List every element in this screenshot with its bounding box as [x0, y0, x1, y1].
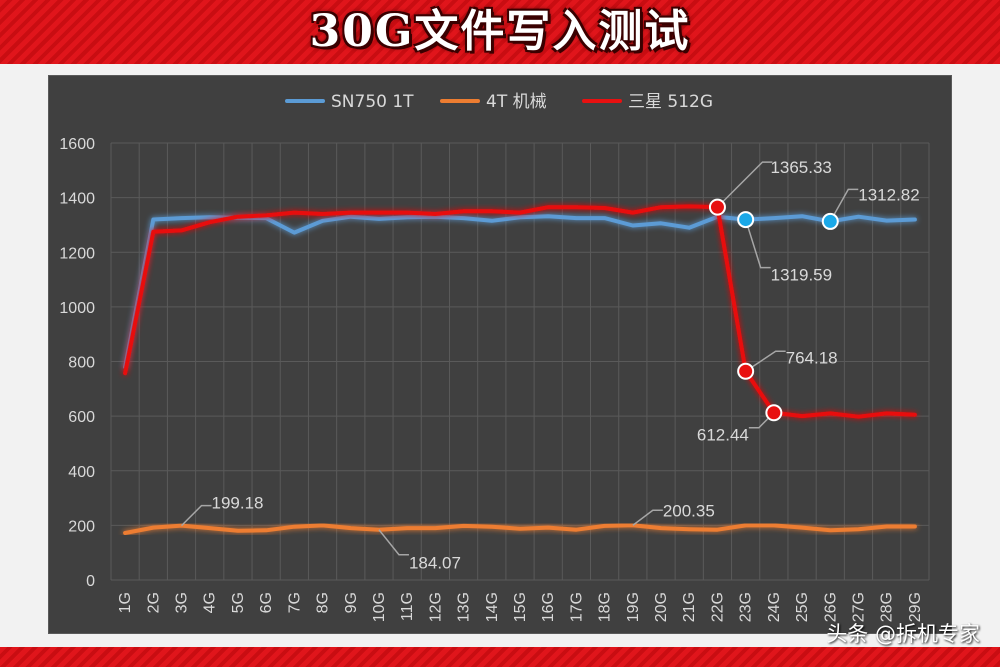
x-tick-label: 8G: [315, 592, 332, 613]
x-tick-label: 22G: [709, 592, 726, 622]
y-tick-label: 600: [68, 409, 95, 426]
callout-leader: [180, 504, 212, 527]
line-chart: 0 200 400 600 800 1000 1200 1400 1600 1G 2G 3G 4G 5G 6…: [59, 92, 930, 622]
x-tick-label: 17G: [568, 592, 585, 622]
x-tick-label: 6G: [258, 592, 275, 613]
legend-label: SN750 1T: [331, 92, 414, 112]
data-label: 200.35: [663, 501, 715, 520]
grid: [110, 142, 930, 581]
x-tick-label: 10G: [371, 592, 388, 622]
data-label: 1365.33: [770, 158, 831, 177]
x-tick-label: 12G: [427, 592, 444, 622]
data-label: 1312.82: [858, 185, 919, 204]
y-tick-label: 1000: [59, 300, 95, 317]
x-tick-label: 11G: [399, 592, 416, 621]
x-tick-label: 19G: [625, 592, 642, 622]
x-tick-label: 2G: [145, 592, 162, 613]
x-tick-label: 14G: [484, 592, 501, 622]
callout-leader: [632, 509, 663, 526]
chart-panel: 0 200 400 600 800 1000 1200 1400 1600 1G 2G 3G 4G 5G 6…: [48, 75, 952, 634]
data-point-marker: [737, 211, 755, 229]
data-label: 184.07: [409, 554, 461, 573]
data-point-marker: [821, 212, 839, 230]
y-tick-label: 0: [86, 573, 95, 590]
y-tick-label: 1600: [59, 136, 95, 153]
y-tick-label: 1400: [59, 191, 95, 208]
y-tick-label: 1200: [59, 245, 95, 262]
data-point-marker: [737, 362, 755, 380]
data-label: 1319.59: [771, 266, 832, 285]
x-tick-label: 25G: [794, 592, 811, 622]
callout-leader: [829, 188, 859, 222]
x-tick-label: 20G: [653, 592, 670, 622]
x-tick-label: 29G: [907, 592, 924, 622]
series-line-0: [123, 214, 917, 369]
data-label: 199.18: [212, 494, 264, 513]
y-tick-label: 200: [68, 518, 95, 535]
series-line-2: [123, 204, 917, 419]
data-point-marker: [765, 404, 783, 422]
data-label: 764.18: [786, 348, 838, 367]
x-tick-label: 16G: [540, 592, 557, 622]
watermark-text: 头条 @拆机专家: [826, 622, 980, 646]
data-callouts: 1365.33 1319.59 1312.82 764.18 612.44 199.18 1…: [180, 158, 920, 573]
data-label: 612.44: [697, 426, 749, 445]
callout-leader: [378, 529, 409, 556]
x-tick-label: 13G: [456, 592, 473, 622]
x-tick-label: 26G: [822, 592, 839, 622]
x-tick-label: 27G: [850, 592, 867, 622]
callout-leader: [745, 350, 786, 372]
callout-leader: [716, 161, 773, 208]
x-tick-label: 3G: [174, 592, 191, 613]
x-tick-label: 21G: [681, 592, 698, 622]
data-point-marker: [708, 198, 726, 216]
bottom-band: [0, 647, 1000, 667]
x-tick-label: 28G: [879, 592, 896, 622]
legend: SN750 1T 4T 机械 三星 512G: [285, 92, 713, 112]
x-tick-label: 23G: [738, 592, 755, 622]
legend-label: 4T 机械: [486, 92, 547, 112]
axes: 0 200 400 600 800 1000 1200 1400 1600 1G 2G 3G 4G 5G 6…: [59, 136, 923, 622]
y-tick-label: 800: [68, 355, 95, 372]
callout-leader: [744, 219, 771, 269]
x-tick-label: 7G: [286, 592, 303, 613]
x-tick-label: 24G: [766, 592, 783, 622]
legend-label: 三星 512G: [628, 92, 713, 112]
series-lines: [123, 204, 917, 535]
x-tick-label: 9G: [343, 592, 360, 613]
x-tick-label: 1G: [117, 592, 134, 613]
x-tick-label: 18G: [597, 592, 614, 622]
title-banner: 30G文件写入测试: [0, 0, 1000, 64]
banner-title: 30G文件写入测试: [309, 6, 691, 57]
x-tick-label: 15G: [512, 592, 529, 622]
x-tick-label: 5G: [230, 592, 247, 613]
series-line-1: [123, 523, 917, 535]
x-tick-label: 4G: [202, 592, 219, 613]
y-tick-label: 400: [68, 464, 95, 481]
